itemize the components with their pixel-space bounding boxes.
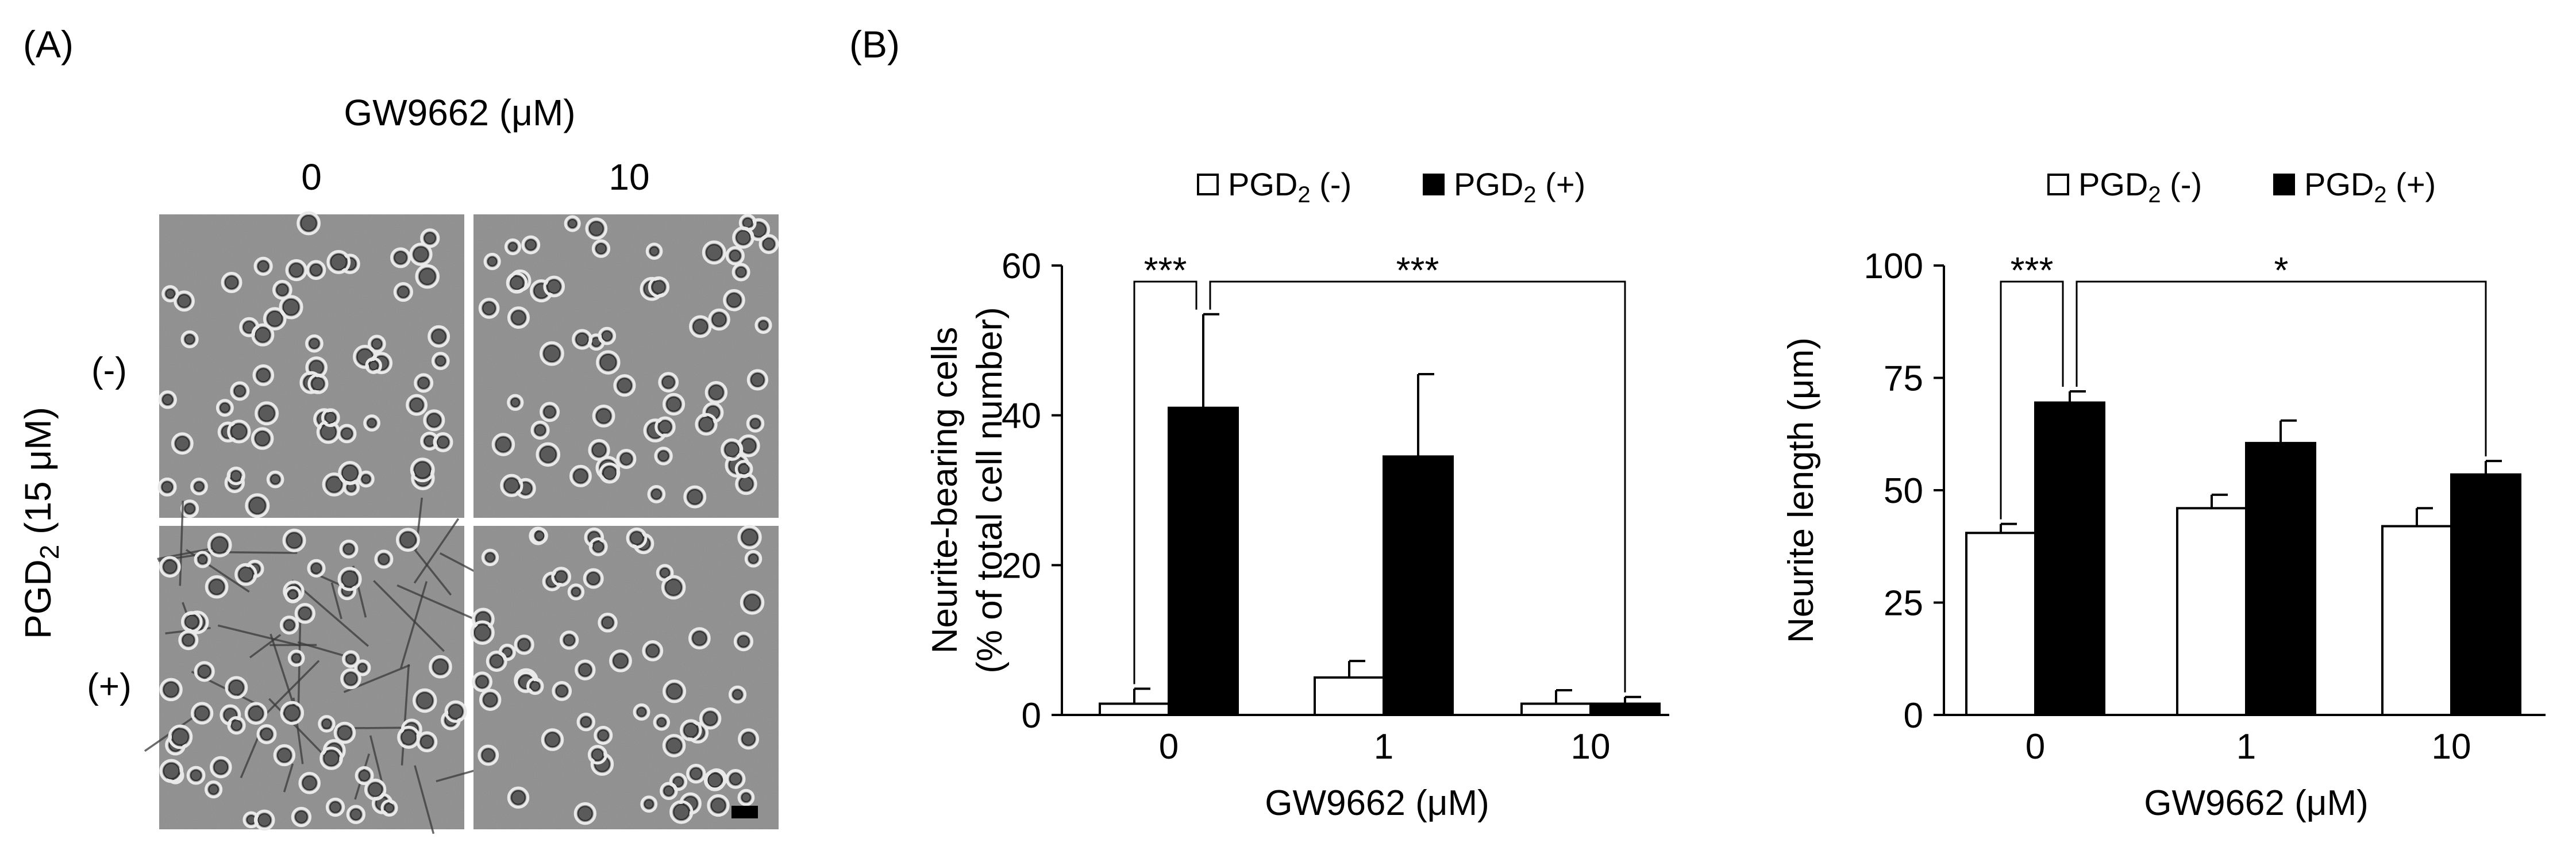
micrograph-column-10-label: 10 — [609, 156, 649, 198]
bar-pgd2-minus-0 — [1099, 702, 1170, 716]
y-tick-label: 0 — [1904, 696, 1923, 736]
y-axis-title: Neurite length (μm) — [1781, 337, 1821, 643]
y-tick-label: 40 — [1002, 397, 1041, 436]
panel-b-label: (B) — [849, 23, 900, 66]
bar-pgd2-minus-1 — [2176, 507, 2247, 717]
chart-neurite-bearing-cells: 0 20 40 60 0 1 10 GW9662 (μM) Neurite-bearing ce… — [925, 166, 1669, 823]
micrograph-r1c1 — [470, 525, 779, 829]
micrograph-r0c1 — [473, 214, 779, 518]
y-axis-title: Neurite-bearing cells — [925, 327, 965, 654]
x-axis-title: GW9662 (μM) — [2144, 783, 2369, 823]
significance-bracket — [2000, 280, 2064, 520]
significance-bracket — [2076, 280, 2487, 457]
panel-a: (A) GW9662 (μM) 0 10 PGD2 (15 μM) (-) (+… — [17, 23, 779, 834]
y-tick-label: 0 — [1022, 696, 1041, 736]
y-tick-label: 60 — [1002, 247, 1041, 286]
legend-label: PGD2 (+) — [1454, 166, 1585, 207]
micrograph-row-axis-label: PGD2 (15 μM) — [17, 407, 64, 639]
legend-swatch — [1197, 174, 1219, 195]
x-tick-label: 1 — [2236, 727, 2256, 767]
x-tick-label: 0 — [1159, 727, 1179, 767]
bar-pgd2-plus-1 — [1383, 455, 1454, 716]
micrograph-r1c0 — [144, 497, 484, 834]
y-tick-label: 20 — [1002, 546, 1041, 586]
x-axis-title: GW9662 (μM) — [1265, 783, 1489, 823]
bar-pgd2-minus-1 — [1314, 676, 1385, 717]
x-tick-label: 10 — [1571, 727, 1611, 767]
x-tick-label: 10 — [2432, 727, 2471, 767]
significance-label: *** — [2011, 249, 2054, 291]
x-tick-label: 0 — [2026, 727, 2045, 767]
significance-label: *** — [1396, 249, 1439, 291]
y-tick-label: 50 — [1884, 471, 1923, 511]
legend-swatch — [2047, 174, 2069, 195]
legend-label: PGD2 (-) — [1228, 166, 1351, 207]
legend-label: PGD2 (+) — [2304, 166, 2436, 207]
significance-bracket — [1209, 280, 1626, 693]
x-tick-label: 1 — [1374, 727, 1393, 767]
significance-label: *** — [1144, 249, 1187, 291]
legend-swatch — [1423, 174, 1445, 195]
legend-label: PGD2 (-) — [2078, 166, 2202, 207]
y-tick-label: 25 — [1884, 584, 1923, 624]
bar-pgd2-plus-0 — [2034, 401, 2105, 716]
micrograph-grid — [144, 211, 779, 834]
significance-label: * — [2274, 249, 2289, 291]
y-tick-label: 100 — [1864, 247, 1923, 286]
bar-pgd2-plus-10 — [2450, 473, 2521, 716]
micrograph-row-minus-label: (-) — [91, 351, 127, 390]
scale-bar — [731, 806, 758, 818]
y-tick-label: 75 — [1884, 359, 1923, 399]
micrograph-column-header: GW9662 (μM) — [344, 92, 575, 133]
bar-pgd2-minus-10 — [2381, 525, 2452, 716]
bar-pgd2-minus-10 — [1520, 702, 1592, 716]
micrograph-column-0-label: 0 — [301, 156, 322, 198]
micrograph-r0c0 — [157, 211, 464, 518]
legend-swatch — [2273, 174, 2295, 195]
panel-a-label: (A) — [23, 23, 74, 66]
significance-bracket — [1133, 280, 1197, 684]
chart-neurite-length: 0 25 50 75 100 0 1 10 GW9662 (μM) Neurite length … — [1781, 166, 2546, 823]
bar-pgd2-minus-0 — [1965, 532, 2036, 716]
micrograph-row-plus-label: (+) — [87, 667, 132, 706]
bar-pgd2-plus-1 — [2245, 441, 2316, 716]
bar-pgd2-plus-0 — [1168, 406, 1239, 716]
y-axis-title: (% of total cell number) — [970, 307, 1010, 673]
bar-pgd2-plus-10 — [1589, 702, 1661, 716]
